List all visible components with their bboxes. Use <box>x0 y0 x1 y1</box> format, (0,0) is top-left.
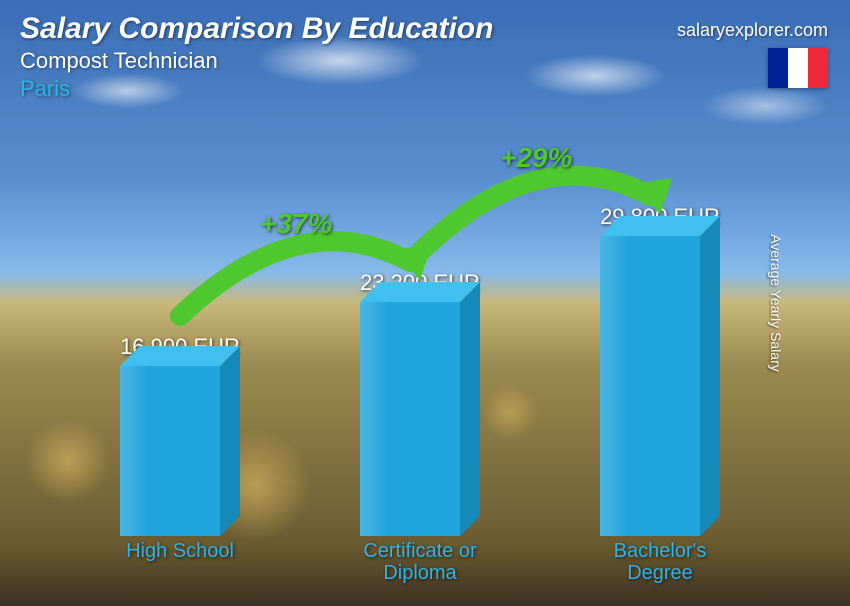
pct-change-label: +29% <box>500 142 572 174</box>
flag-stripe-3 <box>808 48 828 88</box>
location-label: Paris <box>20 76 830 102</box>
bar-chart: 16,900 EUR23,200 EUR29,800 EUR High Scho… <box>60 120 780 586</box>
increase-arrow-icon <box>60 120 780 586</box>
flag-icon <box>768 48 828 88</box>
flag-stripe-1 <box>768 48 788 88</box>
job-title: Compost Technician <box>20 48 830 74</box>
watermark: salaryexplorer.com <box>677 20 828 41</box>
flag-stripe-2 <box>788 48 808 88</box>
